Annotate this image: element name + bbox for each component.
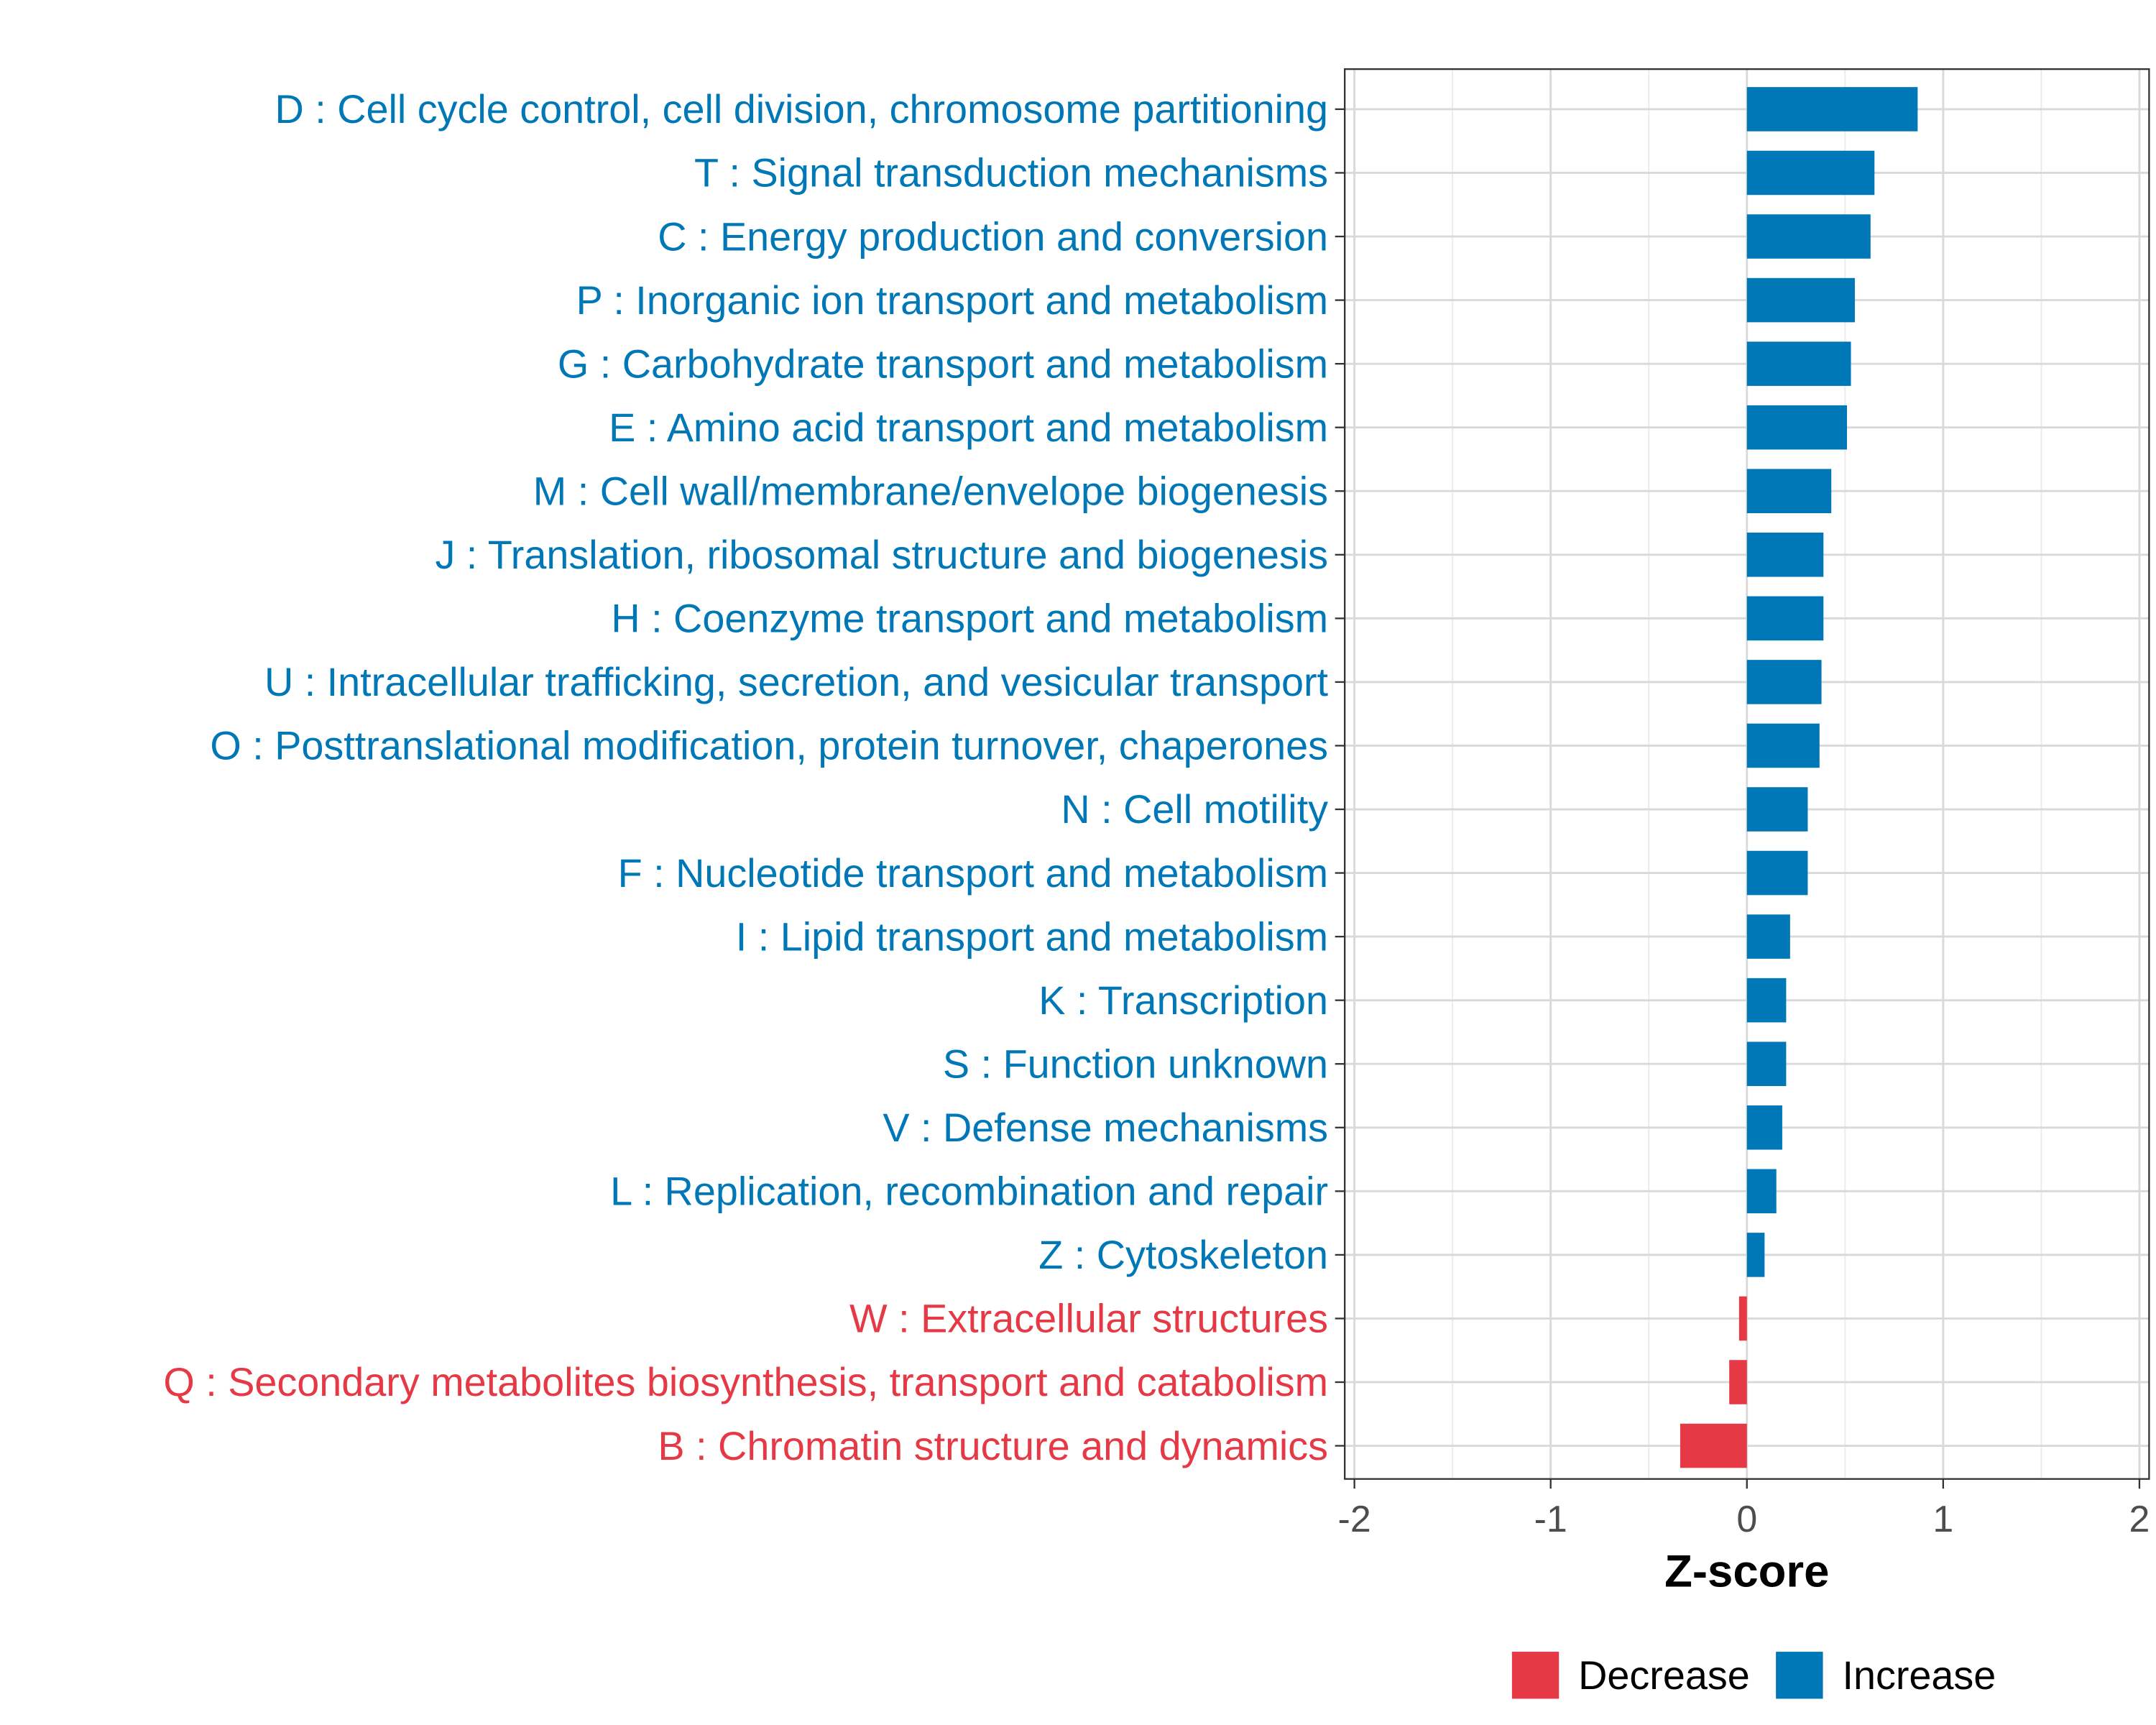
bars <box>1680 87 1918 1468</box>
category-label: D : Cell cycle control, cell division, c… <box>275 87 1329 132</box>
category-label: V : Defense mechanisms <box>883 1105 1328 1150</box>
category-label: J : Translation, ribosomal structure and… <box>435 533 1328 577</box>
category-label: M : Cell wall/membrane/envelope biogenes… <box>533 469 1328 513</box>
bar <box>1746 978 1787 1023</box>
bar <box>1746 405 1848 450</box>
bar <box>1746 660 1822 704</box>
category-label: U : Intracellular trafficking, secretion… <box>264 660 1329 704</box>
legend-swatch-increase <box>1776 1652 1823 1699</box>
x-axis-title: Z-score <box>1664 1547 1829 1597</box>
bar <box>1746 850 1808 896</box>
bar <box>1746 787 1808 832</box>
category-labels: D : Cell cycle control, cell division, c… <box>163 87 1345 1468</box>
category-label: E : Amino acid transport and metabolism <box>609 405 1328 450</box>
bar <box>1746 277 1855 323</box>
category-label: K : Transcription <box>1038 978 1328 1023</box>
category-label: I : Lipid transport and metabolism <box>736 914 1328 959</box>
category-label: B : Chromatin structure and dynamics <box>658 1424 1328 1468</box>
category-label: G : Carbohydrate transport and metabolis… <box>558 341 1328 386</box>
bar <box>1746 533 1824 577</box>
bar <box>1746 1105 1782 1150</box>
category-label: Q : Secondary metabolites biosynthesis, … <box>163 1360 1328 1404</box>
grid-lines <box>1345 69 2150 1479</box>
bar <box>1746 87 1918 132</box>
category-label: W : Extracellular structures <box>849 1297 1328 1341</box>
category-label: C : Energy production and conversion <box>658 214 1328 259</box>
category-label: H : Coenzyme transport and metabolism <box>611 597 1328 641</box>
bar <box>1746 469 1832 514</box>
bar <box>1746 341 1851 386</box>
bar <box>1738 1296 1747 1341</box>
bar <box>1746 150 1875 196</box>
bar <box>1729 1360 1747 1404</box>
bar <box>1746 914 1790 959</box>
category-label: Z : Cytoskeleton <box>1038 1233 1328 1277</box>
bar <box>1746 1041 1787 1086</box>
category-label: N : Cell motility <box>1061 787 1328 832</box>
x-tick-label: -1 <box>1534 1499 1567 1540</box>
x-axis-ticks: -2 -1 0 1 2 <box>1338 1478 2150 1540</box>
category-label: O : Posttranslational modification, prot… <box>210 724 1328 768</box>
category-label: L : Replication, recombination and repai… <box>610 1169 1328 1214</box>
legend-label-decrease: Decrease <box>1578 1653 1750 1698</box>
legend-swatch-decrease <box>1511 1652 1560 1699</box>
bar <box>1746 214 1871 259</box>
x-tick-label: 2 <box>2129 1499 2150 1540</box>
bar <box>1746 596 1824 641</box>
category-label: P : Inorganic ion transport and metaboli… <box>576 278 1328 323</box>
x-tick-label: 0 <box>1736 1499 1757 1540</box>
category-label: S : Function unknown <box>943 1041 1328 1086</box>
x-tick-label: -2 <box>1338 1499 1371 1540</box>
bar <box>1680 1423 1747 1468</box>
bar <box>1746 723 1820 768</box>
bar <box>1746 1233 1765 1277</box>
category-label: F : Nucleotide transport and metabolism <box>618 851 1328 896</box>
category-label: T : Signal transduction mechanisms <box>694 151 1328 196</box>
legend-label-increase: Increase <box>1842 1653 1996 1698</box>
x-tick-label: 1 <box>1932 1499 1953 1540</box>
legend: Decrease Increase <box>1511 1652 1996 1699</box>
bar <box>1746 1169 1777 1214</box>
